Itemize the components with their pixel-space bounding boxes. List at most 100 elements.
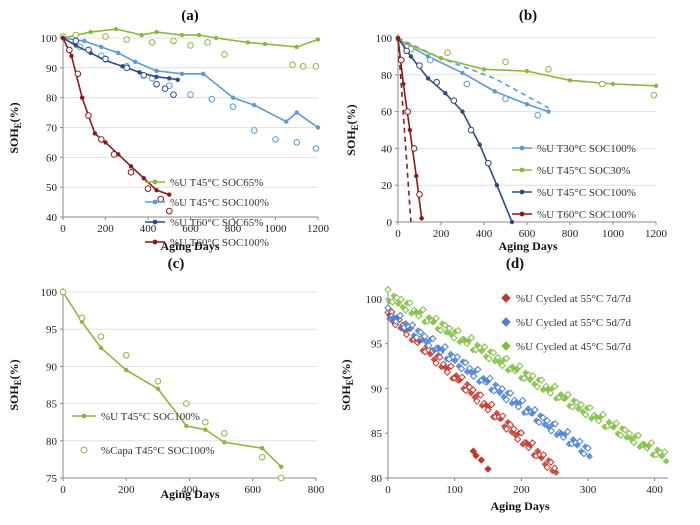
scatter-diamond	[599, 410, 607, 419]
legend-label: %U T60°C SOC65%	[170, 217, 263, 229]
y-tick-label: 60	[381, 107, 393, 119]
scatter-diamond	[502, 425, 511, 433]
scatter-point	[397, 56, 405, 64]
data-point	[294, 110, 299, 115]
scatter-diamond	[462, 386, 470, 395]
scatter-point	[467, 126, 475, 134]
scatter-diamond	[581, 411, 590, 419]
scatter-diamond	[388, 298, 397, 306]
scatter-point	[102, 33, 109, 40]
scatter-diamond	[394, 300, 402, 308]
x-tick-label: 400	[646, 484, 663, 496]
data-point	[401, 81, 406, 87]
y-tick-label: 90	[46, 361, 58, 373]
data-point	[98, 345, 104, 350]
series-line	[62, 37, 170, 196]
scatter-diamond	[533, 383, 542, 391]
scatter-diamond	[513, 435, 522, 443]
scatter-diamond	[568, 403, 577, 411]
scatter-outlier	[484, 465, 492, 473]
scatter-outlier	[472, 451, 480, 460]
panel-title: (d)	[506, 256, 524, 272]
scatter-point	[416, 62, 423, 69]
x-axis-label: Aging Days	[498, 239, 557, 253]
x-axis-label: Aging Days	[490, 499, 549, 513]
y-axis-label-main: SOH	[7, 128, 21, 154]
panel-title: (c)	[168, 256, 185, 272]
scatter-diamond	[443, 368, 451, 376]
data-point	[653, 83, 659, 89]
y-axis-label-sub: E	[13, 379, 23, 385]
data-point	[443, 91, 448, 96]
scatter-diamond	[482, 401, 490, 409]
scatter-diamond	[610, 423, 617, 431]
legend-marker	[152, 199, 158, 205]
data-point	[154, 74, 159, 79]
x-tick-label: 400	[181, 484, 198, 496]
scatter-diamond	[425, 341, 433, 350]
legend-label: %U T30°C SOC100%	[537, 143, 636, 155]
scatter-diamond	[476, 391, 485, 399]
data-point	[167, 76, 172, 81]
series-line	[397, 37, 513, 223]
data-point	[481, 67, 487, 72]
data-point	[252, 102, 257, 108]
scatter-diamond	[658, 452, 666, 460]
scatter-diamond	[546, 389, 555, 397]
legend-marker	[501, 341, 511, 351]
scatter-point	[534, 111, 542, 119]
series-dashed-line	[397, 37, 549, 109]
data-point	[414, 173, 419, 179]
data-point	[133, 59, 138, 65]
scatter-diamond	[421, 332, 429, 341]
data-point	[213, 35, 219, 41]
scatter-point	[187, 91, 194, 98]
scatter-diamond	[529, 371, 537, 380]
scatter-diamond	[502, 396, 511, 404]
scatter-diamond	[506, 389, 515, 397]
scatter-point	[165, 207, 173, 215]
data-point	[175, 77, 180, 82]
scatter-point	[403, 47, 410, 55]
legend-label: %U T60°C SOC100%	[537, 209, 636, 221]
scatter-point	[97, 136, 105, 143]
scatter-point	[545, 65, 552, 73]
scatter-point	[74, 70, 82, 78]
scatter-point	[463, 80, 471, 88]
y-tick-label: 80	[371, 473, 383, 485]
scatter-diamond	[486, 374, 494, 382]
scatter-point	[123, 64, 131, 72]
scatter-diamond	[416, 328, 425, 336]
data-point	[69, 53, 74, 59]
data-point	[155, 386, 161, 391]
data-point	[492, 89, 497, 94]
y-tick-label: 40	[381, 143, 393, 155]
scatter-diamond	[537, 376, 546, 384]
scatter-diamond	[576, 437, 584, 446]
y-axis-label: SOHE(%)	[7, 102, 23, 153]
scatter-point	[140, 71, 148, 79]
x-tick-label: 800	[308, 484, 325, 496]
scatter-diamond	[461, 358, 470, 367]
scatter-diamond	[474, 365, 482, 374]
scatter-point	[258, 453, 266, 461]
scatter-diamond	[490, 387, 498, 395]
scatter-diamond	[539, 414, 547, 422]
data-point	[113, 26, 119, 32]
scatter-diamond	[469, 386, 477, 394]
scatter-point	[153, 80, 160, 88]
y-tick-label: 85	[46, 399, 58, 411]
chart-panel-3: (c) 75 80 85 90 95 100 0 200 400 600 800 Aging Days S…	[7, 256, 325, 501]
data-point	[294, 44, 299, 50]
scatter-point	[450, 97, 458, 104]
legend-marker	[501, 317, 511, 327]
data-point	[88, 29, 93, 35]
data-point	[419, 216, 424, 221]
x-tick-label: 1000	[265, 223, 288, 235]
scatter-point	[312, 145, 320, 152]
x-tick-label: 200	[513, 484, 530, 496]
scatter-diamond	[531, 406, 539, 414]
scatter-diamond	[640, 440, 648, 448]
scatter-point	[277, 474, 285, 482]
